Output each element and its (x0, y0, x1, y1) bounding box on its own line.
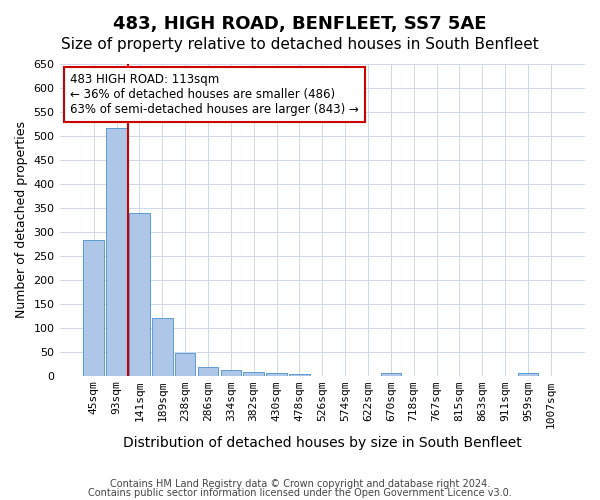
Bar (518, 373, 538, 376)
Bar (129, 212, 150, 376)
Bar (198, 368, 218, 376)
Text: Contains HM Land Registry data © Crown copyright and database right 2024.: Contains HM Land Registry data © Crown c… (110, 479, 490, 489)
Bar (289, 374, 310, 376)
Bar (175, 353, 196, 376)
Text: 483 HIGH ROAD: 113sqm
← 36% of detached houses are smaller (486)
63% of semi-det: 483 HIGH ROAD: 113sqm ← 36% of detached … (70, 74, 359, 116)
Bar (106, 128, 127, 376)
Text: 483, HIGH ROAD, BENFLEET, SS7 5AE: 483, HIGH ROAD, BENFLEET, SS7 5AE (113, 15, 487, 33)
X-axis label: Distribution of detached houses by size in South Benfleet: Distribution of detached houses by size … (123, 436, 521, 450)
Y-axis label: Number of detached properties: Number of detached properties (15, 122, 28, 318)
Bar (380, 373, 401, 376)
Text: Contains public sector information licensed under the Open Government Licence v3: Contains public sector information licen… (88, 488, 512, 498)
Bar (152, 318, 173, 376)
Bar (221, 370, 241, 376)
Bar (83, 240, 104, 376)
Text: Size of property relative to detached houses in South Benfleet: Size of property relative to detached ho… (61, 38, 539, 52)
Bar (266, 373, 287, 376)
Bar (244, 372, 264, 376)
